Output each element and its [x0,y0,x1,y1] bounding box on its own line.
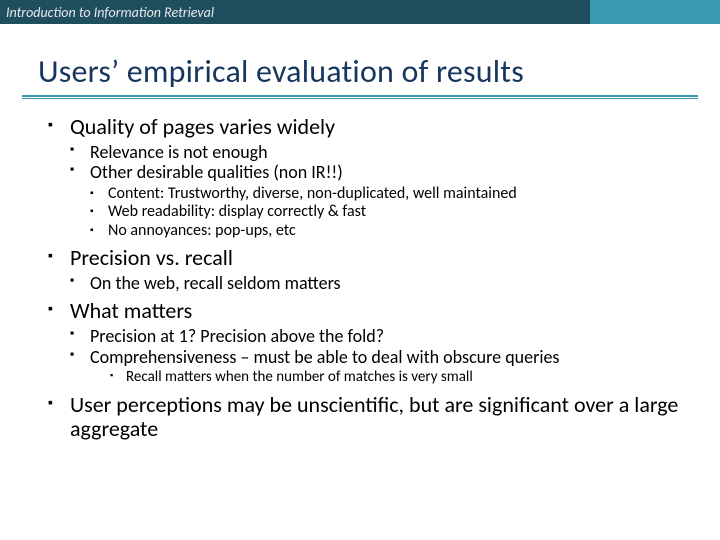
title-underline [22,95,698,97]
content-area: Quality of pages varies widely Relevance… [0,99,720,442]
bullet-l2: On the web, recall seldom matters [70,273,698,294]
bullet-l4: Recall matters when the number of matche… [110,369,698,386]
bullet-l1: Precision vs. recall [48,246,698,271]
bullet-text: Web readability: display correctly & fas… [108,202,366,221]
bullet-text: Recall matters when the number of matche… [126,368,473,386]
bullet-text: Precision vs. recall [70,244,233,271]
bullet-l1: Quality of pages varies widely [48,115,698,140]
header-bar: Introduction to Information Retrieval [0,0,720,24]
bullet-text: Content: Trustworthy, diverse, non-dupli… [108,184,517,203]
bullet-text: Relevance is not enough [90,141,268,163]
bullet-text: Other desirable qualities (non IR!!) [90,161,343,183]
bullet-l2: Other desirable qualities (non IR!!) [70,162,698,183]
bullet-l3: Content: Trustworthy, diverse, non-dupli… [90,185,698,203]
bullet-text: Precision at 1? Precision above the fold… [90,325,384,347]
bullet-l2: Precision at 1? Precision above the fold… [70,326,698,347]
bullet-l3: No annoyances: pop-ups, etc [90,222,698,240]
header-accent [590,0,720,24]
bullet-l1: User perceptions may be unscientific, bu… [48,393,698,442]
bullet-text: No annoyances: pop-ups, etc [108,221,296,240]
bullet-text: On the web, recall seldom matters [90,272,341,294]
bullet-l2: Relevance is not enough [70,142,698,163]
bullet-text: What matters [70,297,192,324]
bullet-l1: What matters [48,299,698,324]
slide-title: Users’ empirical evaluation of results [38,52,720,91]
bullet-text: Comprehensiveness – must be able to deal… [90,346,559,368]
course-name: Introduction to Information Retrieval [0,4,214,21]
bullet-l3: Web readability: display correctly & fas… [90,203,698,221]
bullet-text: User perceptions may be unscientific, bu… [70,391,678,443]
bullet-text: Quality of pages varies widely [70,113,335,140]
bullet-l2: Comprehensiveness – must be able to deal… [70,347,698,368]
